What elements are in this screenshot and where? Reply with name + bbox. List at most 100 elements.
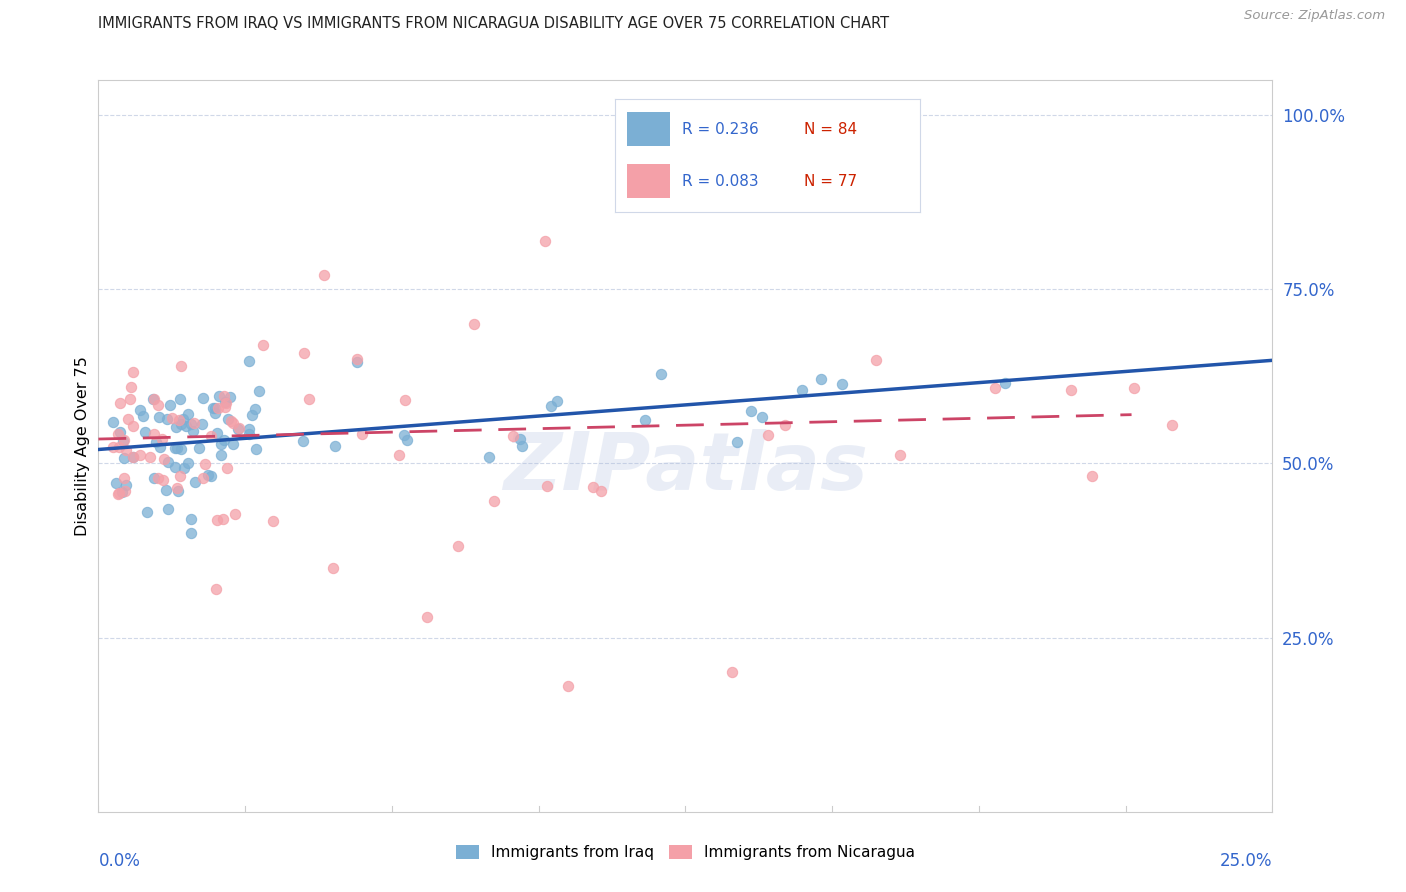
Point bbox=[292, 346, 315, 360]
Point bbox=[167, 413, 190, 427]
Point bbox=[994, 376, 1017, 390]
Point bbox=[166, 481, 188, 495]
Point bbox=[108, 440, 131, 454]
Point bbox=[252, 338, 274, 352]
Point bbox=[142, 392, 165, 407]
Point bbox=[810, 372, 832, 386]
Point bbox=[143, 427, 166, 442]
Point bbox=[395, 433, 418, 447]
Point bbox=[200, 429, 222, 443]
Point bbox=[758, 427, 780, 442]
Point bbox=[143, 471, 166, 485]
Point bbox=[122, 365, 145, 379]
Point bbox=[156, 411, 179, 425]
Point bbox=[197, 467, 219, 482]
Point bbox=[217, 412, 239, 426]
Point bbox=[214, 395, 236, 409]
Point bbox=[865, 352, 887, 367]
Point bbox=[191, 391, 214, 405]
Point bbox=[143, 392, 166, 406]
Point bbox=[886, 157, 908, 171]
Point bbox=[202, 401, 225, 415]
Point bbox=[177, 456, 200, 470]
Point bbox=[509, 432, 531, 446]
Legend: Immigrants from Iraq, Immigrants from Nicaragua: Immigrants from Iraq, Immigrants from Ni… bbox=[450, 839, 921, 866]
Point bbox=[740, 404, 762, 418]
Point bbox=[536, 479, 558, 493]
Point bbox=[112, 451, 135, 466]
Point bbox=[557, 679, 579, 693]
Point bbox=[205, 513, 228, 527]
Point bbox=[150, 432, 173, 446]
Point bbox=[107, 427, 129, 442]
Point bbox=[187, 442, 209, 456]
Point bbox=[831, 377, 853, 392]
Point bbox=[103, 440, 125, 454]
Point bbox=[245, 442, 267, 457]
Point bbox=[166, 441, 188, 455]
Point bbox=[114, 484, 136, 499]
Point bbox=[540, 399, 562, 413]
Point bbox=[650, 367, 672, 381]
Point bbox=[176, 408, 198, 422]
Point bbox=[207, 401, 229, 415]
Point bbox=[193, 471, 215, 485]
Point bbox=[484, 493, 506, 508]
Point bbox=[117, 411, 139, 425]
Point bbox=[546, 394, 568, 409]
Point bbox=[228, 421, 250, 435]
Point bbox=[721, 665, 744, 680]
Point bbox=[183, 416, 205, 430]
Point bbox=[222, 436, 245, 450]
Point bbox=[502, 428, 524, 442]
Point bbox=[108, 396, 131, 410]
Point bbox=[122, 450, 145, 465]
Point bbox=[238, 426, 260, 441]
Point bbox=[115, 443, 138, 458]
Point bbox=[346, 351, 368, 366]
Point bbox=[1161, 418, 1184, 433]
Point bbox=[148, 409, 170, 424]
Point bbox=[134, 425, 156, 440]
Point bbox=[112, 470, 135, 484]
Point bbox=[157, 455, 180, 469]
Point bbox=[121, 450, 143, 464]
Point bbox=[1081, 468, 1104, 483]
Point bbox=[190, 417, 212, 432]
Point bbox=[132, 409, 155, 424]
Point bbox=[167, 483, 190, 498]
Point bbox=[1123, 381, 1146, 395]
Point bbox=[169, 417, 191, 431]
Point bbox=[447, 539, 470, 553]
Point bbox=[105, 476, 128, 491]
Point bbox=[322, 561, 344, 575]
Point bbox=[323, 439, 346, 453]
Point bbox=[160, 410, 183, 425]
Point bbox=[751, 410, 773, 425]
Point bbox=[153, 452, 176, 467]
Point bbox=[204, 401, 226, 415]
Point bbox=[228, 421, 250, 435]
Point bbox=[159, 398, 181, 412]
Point bbox=[205, 582, 228, 596]
Point bbox=[136, 505, 159, 519]
Point bbox=[101, 416, 124, 430]
Point bbox=[790, 384, 813, 398]
Point bbox=[146, 471, 169, 485]
Point bbox=[172, 412, 194, 426]
Point bbox=[183, 424, 205, 438]
Point bbox=[215, 461, 238, 475]
Point bbox=[478, 450, 501, 465]
Point bbox=[221, 414, 243, 428]
Point bbox=[209, 448, 232, 462]
Point bbox=[218, 390, 240, 404]
Point bbox=[128, 403, 150, 417]
Point bbox=[121, 418, 143, 433]
Point bbox=[174, 419, 197, 434]
Point bbox=[214, 395, 236, 409]
Point bbox=[204, 407, 226, 421]
Point bbox=[392, 428, 415, 442]
Point bbox=[388, 448, 411, 462]
Point bbox=[238, 353, 260, 368]
Point bbox=[148, 398, 170, 412]
